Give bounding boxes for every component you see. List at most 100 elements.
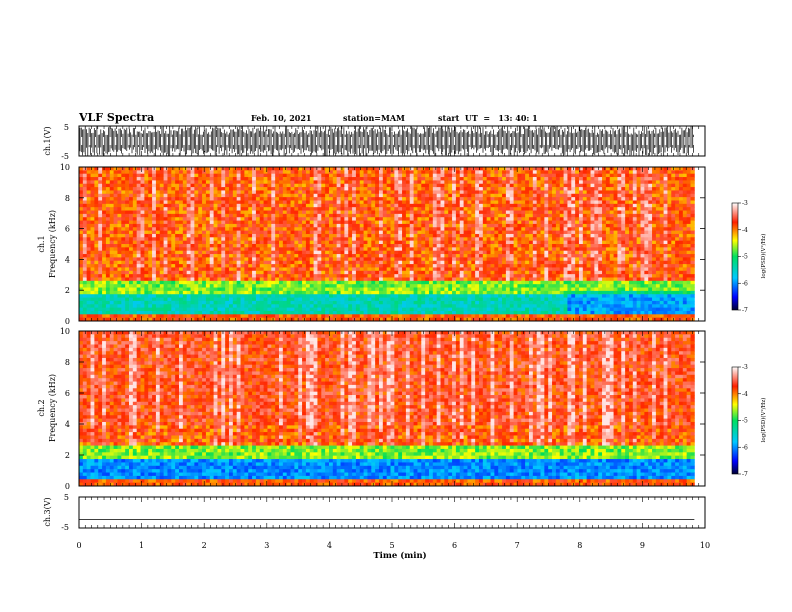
spectrogram-cell bbox=[125, 180, 130, 185]
date-label: Feb. 10, 2021 bbox=[251, 113, 312, 123]
spectrogram-cell bbox=[252, 280, 257, 285]
spectrogram-cell bbox=[290, 310, 295, 315]
spectrogram-cell bbox=[355, 210, 361, 215]
spectrogram-cell bbox=[398, 190, 403, 195]
spectrogram-cell bbox=[202, 203, 207, 208]
spectrogram-cell bbox=[144, 187, 149, 191]
spectrogram-cell bbox=[305, 297, 311, 302]
spectrogram-cell bbox=[371, 267, 376, 272]
spectrogram-cell bbox=[163, 257, 168, 262]
spectrogram-cell bbox=[348, 250, 353, 255]
spectrogram-cell bbox=[105, 220, 111, 225]
spectrogram-cell bbox=[90, 270, 95, 275]
spectrogram-cell bbox=[302, 227, 307, 232]
spectrogram-cell bbox=[121, 230, 126, 235]
spectrogram-cell bbox=[213, 180, 218, 185]
spectrogram-cell bbox=[90, 210, 95, 215]
spectrogram-cell bbox=[236, 230, 241, 235]
spectrogram-cell bbox=[386, 170, 391, 175]
spectrogram-cell bbox=[413, 264, 418, 268]
spectrogram-cell bbox=[271, 207, 276, 211]
spectrogram-cell bbox=[98, 200, 103, 205]
spectrogram-cell bbox=[278, 300, 284, 305]
spectrogram-cell bbox=[398, 307, 403, 312]
spectrogram-cell bbox=[402, 317, 407, 322]
spectrogram-cell bbox=[194, 233, 199, 238]
spectrogram-cell bbox=[167, 257, 172, 262]
waveform-gap bbox=[327, 137, 329, 145]
waveform-gap bbox=[586, 137, 588, 145]
waveform-gap bbox=[202, 137, 205, 145]
spectrogram-cell bbox=[155, 304, 161, 309]
spectrogram-cell bbox=[121, 183, 126, 188]
spectrogram-cell bbox=[113, 264, 118, 268]
spectrogram-cell bbox=[278, 280, 284, 285]
spectrogram-cell bbox=[121, 217, 126, 221]
spectrogram-cell bbox=[317, 307, 322, 312]
spectrogram-cell bbox=[148, 284, 153, 288]
spectrogram-cell bbox=[286, 237, 291, 242]
spectrogram-cell bbox=[325, 170, 330, 175]
spectrogram-cell bbox=[221, 230, 226, 235]
spectrogram-cell bbox=[328, 307, 334, 312]
spectrogram-cell bbox=[425, 317, 430, 322]
spectrogram-cell bbox=[278, 264, 284, 268]
spectrogram-cell bbox=[175, 247, 180, 252]
spectrogram-cell bbox=[313, 230, 318, 235]
spectrogram-cell bbox=[375, 257, 380, 262]
spectrogram-cell bbox=[159, 307, 165, 312]
spectrogram-cell bbox=[321, 230, 326, 235]
spectrogram-cell bbox=[148, 304, 153, 309]
spectrogram-cell bbox=[152, 274, 157, 278]
spectrogram-cell bbox=[102, 267, 107, 272]
spectrogram-cell bbox=[348, 190, 353, 195]
spectrogram-cell bbox=[332, 274, 338, 278]
spectrogram-cell bbox=[125, 217, 130, 221]
spectrogram-cell bbox=[286, 227, 291, 232]
spectrogram-cell bbox=[221, 270, 226, 275]
spectrogram-cell bbox=[290, 244, 295, 248]
spectrogram-cell bbox=[232, 267, 238, 272]
spectrogram-cell bbox=[263, 280, 268, 285]
spectrogram-cell bbox=[417, 230, 422, 235]
spectrogram-cell bbox=[359, 244, 365, 248]
spectrogram-cell bbox=[298, 227, 303, 232]
spectrogram-cell bbox=[109, 170, 115, 175]
spectrogram-cell bbox=[252, 223, 257, 228]
spectrogram-cell bbox=[444, 207, 449, 211]
spectrogram-cell bbox=[86, 304, 91, 309]
spectrogram-cell bbox=[390, 267, 395, 272]
spectrogram-cell bbox=[263, 197, 268, 201]
waveform-gap bbox=[614, 137, 616, 145]
spectrogram-cell bbox=[171, 280, 176, 285]
spectrogram-cell bbox=[402, 177, 407, 181]
spectrogram-cell bbox=[190, 190, 195, 195]
spectrogram-cell bbox=[432, 307, 438, 312]
spectrogram-cell bbox=[159, 207, 165, 211]
spectrogram-cell bbox=[136, 267, 141, 272]
spectrogram-cell bbox=[186, 317, 191, 322]
spectrogram-cell bbox=[109, 173, 115, 178]
spectrogram-cell bbox=[186, 264, 191, 268]
spectrogram-cell bbox=[409, 217, 414, 221]
spectrogram-cell bbox=[428, 274, 434, 278]
spectrogram-cell bbox=[209, 304, 215, 309]
spectrogram-cell bbox=[136, 170, 141, 175]
spectrogram-cell bbox=[428, 197, 434, 201]
spectrogram-cell bbox=[244, 197, 249, 201]
spectrogram-cell bbox=[205, 240, 211, 245]
spectrogram-cell bbox=[305, 284, 311, 288]
spectrogram-cell bbox=[286, 307, 291, 312]
spectrogram-cell bbox=[425, 167, 430, 171]
spectrogram-cell bbox=[144, 213, 149, 218]
spectrogram-cell bbox=[355, 200, 361, 205]
spectrogram-cell bbox=[255, 220, 261, 225]
spectrogram-cell bbox=[221, 197, 226, 201]
spectrogram-cell bbox=[148, 230, 153, 235]
spectrogram-cell bbox=[375, 210, 380, 215]
spectrogram-cell bbox=[290, 237, 295, 242]
spectrogram-cell bbox=[313, 180, 318, 185]
spectrogram-cell bbox=[263, 274, 268, 278]
spectrogram-cell bbox=[113, 240, 118, 245]
spectrogram-cell bbox=[152, 173, 157, 178]
